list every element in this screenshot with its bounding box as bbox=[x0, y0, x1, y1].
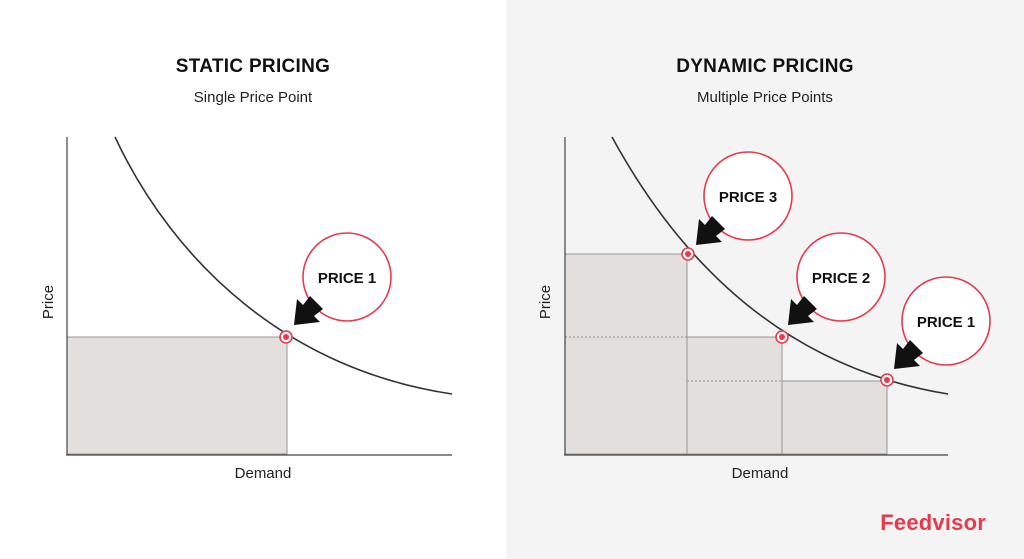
callout-circle bbox=[796, 232, 886, 322]
callout-circle bbox=[302, 232, 392, 322]
dynamic-pricing-title: DYNAMIC PRICING bbox=[676, 56, 854, 77]
static-pricing-panel: STATIC PRICING Single Price Point bbox=[0, 0, 506, 559]
dynamic-price-1-point bbox=[880, 373, 894, 387]
callout-label: PRICE 2 bbox=[812, 270, 870, 287]
dynamic-revenue-area bbox=[564, 253, 688, 455]
arrow-icon bbox=[894, 340, 923, 369]
callout-label: PRICE 1 bbox=[917, 314, 975, 331]
dynamic-revenue-area bbox=[781, 380, 888, 455]
static-pricing-title: STATIC PRICING bbox=[175, 56, 331, 77]
dynamic-price-1-callout: PRICE 1 bbox=[901, 276, 991, 366]
static-y-axis-label: Price bbox=[40, 285, 57, 319]
static-chart: Price Demand PRICE 1 bbox=[40, 136, 453, 482]
feedvisor-logo: Feedvisor bbox=[880, 510, 986, 535]
static-demand-curve bbox=[114, 136, 453, 395]
dynamic-price-3-callout: PRICE 3 bbox=[703, 151, 793, 241]
arrow-icon bbox=[788, 296, 817, 325]
callout-circle bbox=[703, 151, 793, 241]
dynamic-dotted-guides bbox=[565, 336, 783, 454]
dynamic-price-2-callout: PRICE 2 bbox=[796, 232, 886, 322]
arrow-icon bbox=[294, 296, 323, 325]
dynamic-price-2-point bbox=[775, 330, 789, 344]
static-price-1-callout: PRICE 1 bbox=[302, 232, 392, 322]
dynamic-chart: Price Demand PRICE 3 PRICE 2 PRICE 1 bbox=[537, 136, 991, 482]
static-pricing-subtitle: Single Price Point bbox=[193, 89, 313, 106]
dynamic-x-axis-label: Demand bbox=[732, 465, 789, 482]
static-price-1-point bbox=[279, 330, 293, 344]
dynamic-revenue-area bbox=[686, 336, 783, 455]
arrow-icon bbox=[696, 216, 725, 245]
static-revenue-area bbox=[66, 336, 288, 455]
callout-label: PRICE 1 bbox=[318, 270, 376, 287]
static-x-axis-label: Demand bbox=[235, 465, 292, 482]
callout-label: PRICE 3 bbox=[719, 189, 777, 206]
dynamic-pricing-subtitle: Multiple Price Points bbox=[697, 89, 833, 106]
dynamic-y-axis-label: Price bbox=[537, 285, 554, 319]
callout-circle bbox=[901, 276, 991, 366]
dynamic-price-3-point bbox=[681, 247, 695, 261]
